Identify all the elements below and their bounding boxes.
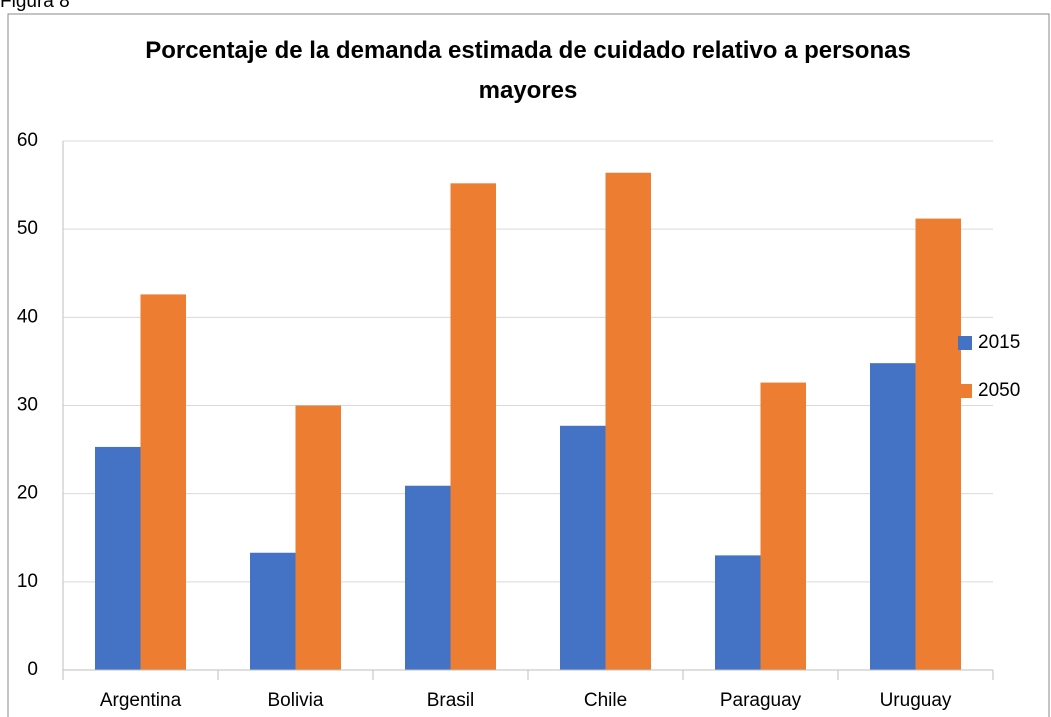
bar (760, 382, 806, 670)
legend-label: 2015 (978, 332, 1020, 353)
chart-title: Porcentaje de la demanda estimada de cui… (145, 37, 911, 104)
x-tick-label: Chile (584, 690, 627, 711)
y-tick-label: 10 (17, 571, 38, 592)
y-tick-label: 20 (17, 483, 38, 504)
y-tick-label: 30 (17, 395, 38, 416)
bar (250, 552, 296, 670)
figure-caption: Figura 8 (0, 0, 70, 12)
x-tick-label: Bolivia (268, 690, 324, 711)
bar (405, 485, 451, 670)
bar (140, 294, 186, 670)
legend-label: 2050 (978, 380, 1020, 401)
x-tick-label: Uruguay (880, 690, 952, 711)
x-tick-label: Brasil (427, 690, 475, 711)
bar (450, 183, 496, 670)
bar (295, 405, 341, 670)
y-tick-label: 50 (17, 218, 38, 239)
bar (715, 555, 761, 670)
bar (915, 218, 961, 670)
y-tick-label: 40 (17, 306, 38, 327)
x-tick-label: Paraguay (720, 690, 802, 711)
x-tick-label: Argentina (100, 690, 182, 711)
bar (95, 446, 141, 670)
bar (870, 363, 916, 670)
y-tick-label: 0 (27, 659, 38, 680)
y-tick-label: 60 (17, 130, 38, 151)
legend-swatch (958, 384, 972, 398)
legend-swatch (958, 336, 972, 350)
bar (560, 425, 606, 670)
bar (605, 172, 651, 671)
